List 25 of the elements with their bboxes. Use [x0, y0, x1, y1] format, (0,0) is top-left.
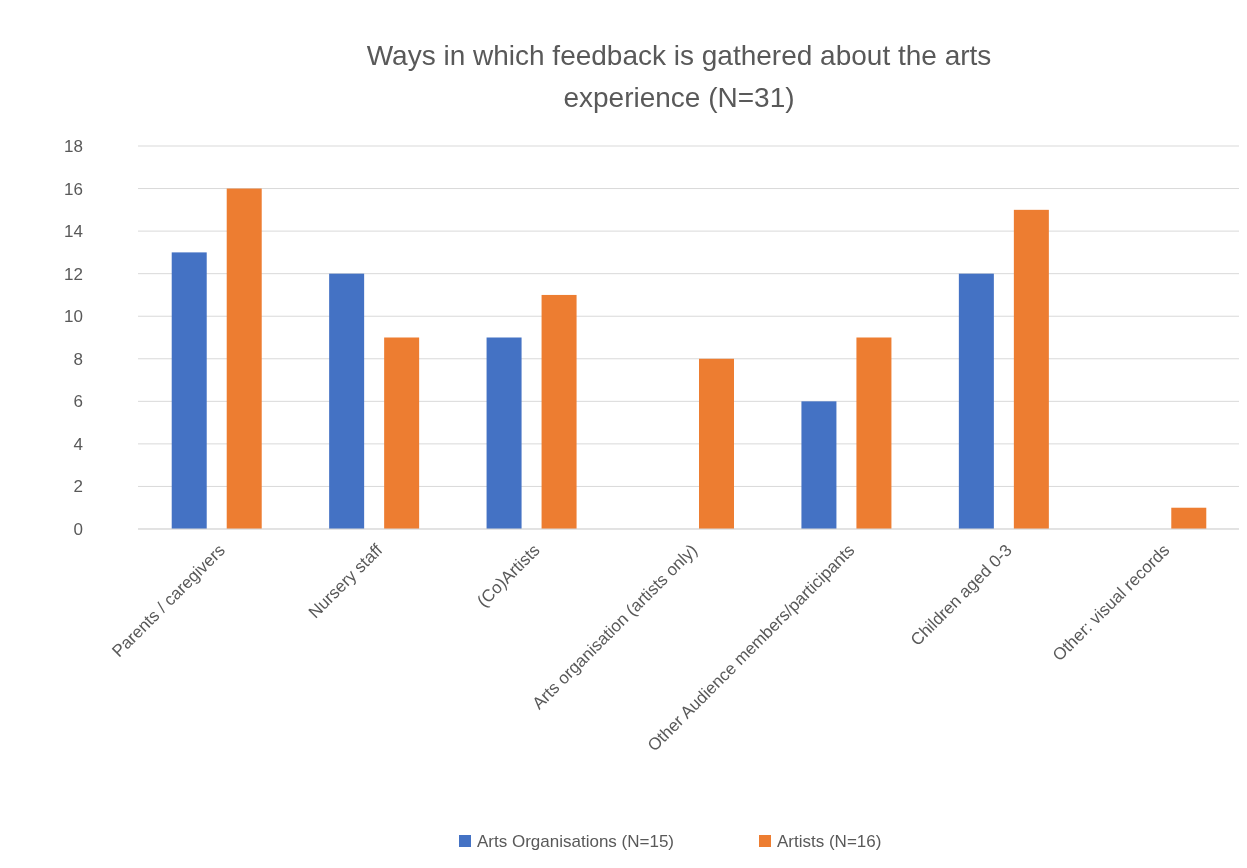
y-tick-label: 14: [64, 222, 83, 242]
bar: [226, 188, 262, 529]
bar: [1013, 209, 1049, 529]
bar: [384, 337, 420, 529]
y-tick-label: 12: [64, 264, 83, 284]
y-tick-label: 18: [64, 136, 83, 156]
y-tick-label: 8: [73, 349, 83, 369]
y-tick-label: 4: [73, 434, 83, 454]
y-tick-label: 16: [64, 179, 83, 199]
y-tick-label: 10: [64, 307, 83, 327]
y-tick-label: 6: [73, 392, 83, 412]
legend-label: Arts Organisations (N=15): [477, 831, 674, 851]
bar: [856, 337, 892, 529]
legend-label: Artists (N=16): [777, 831, 882, 851]
bar: [329, 273, 365, 529]
y-tick-label: 2: [73, 477, 83, 497]
bar: [958, 273, 994, 529]
bar: [171, 252, 207, 529]
y-tick-label: 0: [73, 519, 83, 539]
chart-title: Ways in which feedback is gathered about the arts experience (N=31): [366, 40, 992, 113]
bar: [801, 401, 837, 529]
bar: [486, 337, 522, 529]
bar: [1171, 507, 1207, 529]
bar: [699, 358, 734, 529]
bar: [541, 294, 577, 529]
